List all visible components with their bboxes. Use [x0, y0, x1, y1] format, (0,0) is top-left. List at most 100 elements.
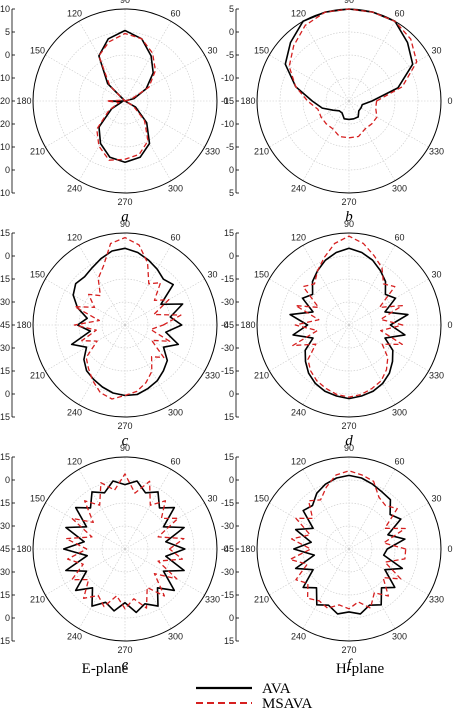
radial-tick-label: -45: [221, 544, 234, 554]
angle-tick-label: 210: [30, 147, 45, 157]
angle-tick-label: 330: [429, 595, 444, 605]
angle-tick-label: 270: [341, 197, 356, 207]
grid-spoke: [269, 502, 350, 550]
grid-spoke: [78, 100, 126, 181]
angle-tick-label: 120: [67, 233, 82, 243]
grid-spoke: [269, 278, 350, 326]
radial-tick-label: -30: [221, 567, 234, 577]
radial-tick-label: -30: [0, 343, 10, 353]
polar-panel-d: 0306090120150180210240270300330150-15-30…: [221, 219, 453, 449]
angle-tick-label: 210: [254, 595, 269, 605]
grid-spoke: [124, 100, 172, 181]
angle-tick-label: 120: [291, 457, 306, 467]
angle-tick-label: 60: [170, 457, 180, 467]
angle-tick-label: 90: [120, 219, 130, 229]
angle-tick-label: 0: [447, 96, 452, 106]
panel-label-b: b: [345, 209, 353, 225]
radial-tick-label: -5: [226, 50, 234, 60]
grid-spoke: [348, 245, 396, 326]
angle-tick-label: 180: [240, 320, 255, 330]
radial-tick-label: -15: [221, 590, 234, 600]
angle-tick-label: 180: [240, 96, 255, 106]
radial-tick-label: -30: [221, 297, 234, 307]
angle-tick-label: 210: [30, 595, 45, 605]
grid-spoke: [348, 502, 429, 550]
legend-label-ava: AVA: [262, 681, 291, 697]
grid-ring: [101, 525, 149, 573]
angle-tick-label: 270: [117, 645, 132, 655]
grid-spoke: [45, 278, 126, 326]
grid-ring: [101, 301, 149, 349]
panel-label-a: a: [121, 209, 129, 225]
panel-label-d: d: [345, 433, 353, 449]
angle-tick-label: 180: [16, 96, 31, 106]
series-msava-curve: [96, 32, 157, 161]
angle-tick-label: 120: [291, 233, 306, 243]
angle-tick-label: 180: [16, 320, 31, 330]
grid-spoke: [45, 54, 126, 102]
radial-tick-label: 0: [5, 475, 10, 485]
angle-tick-label: 150: [30, 494, 45, 504]
angle-tick-label: 120: [67, 457, 82, 467]
angle-tick-label: 270: [117, 197, 132, 207]
grid-ring: [101, 77, 149, 125]
angle-tick-label: 30: [431, 46, 441, 56]
grid-spoke: [348, 324, 429, 372]
radial-tick-label: 15: [0, 228, 10, 238]
grid-spoke: [124, 100, 205, 148]
outer-ring: [256, 456, 442, 642]
grid-spoke: [348, 469, 396, 550]
radial-tick-label: -30: [221, 521, 234, 531]
radial-tick-label: -45: [221, 320, 234, 330]
legend: AVA MSAVA: [196, 681, 312, 710]
angle-tick-label: 330: [429, 147, 444, 157]
angle-tick-label: 300: [168, 632, 183, 642]
angle-tick-label: 150: [254, 494, 269, 504]
grid-spoke: [124, 21, 172, 102]
grid-spoke: [124, 245, 172, 326]
radial-tick-label: -10: [0, 142, 10, 152]
radial-tick-label: -45: [0, 320, 10, 330]
panel-label-e: e: [122, 657, 129, 673]
grid-spoke: [124, 54, 205, 102]
angle-tick-label: 240: [67, 408, 82, 418]
angle-tick-label: 90: [344, 443, 354, 453]
panel-label-f: f: [347, 657, 353, 673]
angle-tick-label: 300: [392, 632, 407, 642]
grid-spoke: [269, 324, 350, 372]
radial-tick-label: 0: [229, 613, 234, 623]
angle-tick-label: 30: [207, 494, 217, 504]
radial-tick-label: -30: [0, 567, 10, 577]
angle-tick-label: 0: [223, 320, 228, 330]
radial-tick-label: -45: [0, 544, 10, 554]
angle-tick-label: 210: [30, 371, 45, 381]
radial-tick-label: -20: [0, 119, 10, 129]
radial-tick-label: 15: [224, 636, 234, 646]
panel-label-c: c: [122, 433, 129, 449]
outer-ring: [32, 232, 218, 418]
angle-tick-label: 210: [254, 371, 269, 381]
radial-tick-label: 0: [229, 475, 234, 485]
radial-tick-label: -30: [0, 297, 10, 307]
angle-tick-label: 270: [341, 645, 356, 655]
outer-ring: [32, 456, 218, 642]
grid-spoke: [78, 469, 126, 550]
radial-tick-label: -15: [221, 498, 234, 508]
angle-tick-label: 300: [392, 408, 407, 418]
angle-tick-label: 270: [341, 421, 356, 431]
grid-spoke: [78, 21, 126, 102]
radial-tick-label: -15: [0, 366, 10, 376]
grid-spoke: [78, 245, 126, 326]
series-ava-curve: [289, 247, 409, 400]
grid-spoke: [302, 21, 350, 102]
radial-tick-label: 0: [5, 251, 10, 261]
angle-tick-label: 300: [168, 184, 183, 194]
angle-tick-label: 150: [30, 46, 45, 56]
grid-spoke: [302, 245, 350, 326]
radial-tick-label: -15: [221, 274, 234, 284]
grid-spoke: [348, 278, 429, 326]
angle-tick-label: 0: [223, 96, 228, 106]
series-ava-curve: [62, 480, 186, 614]
grid-spoke: [348, 548, 429, 596]
radial-tick-label: -10: [221, 73, 234, 83]
